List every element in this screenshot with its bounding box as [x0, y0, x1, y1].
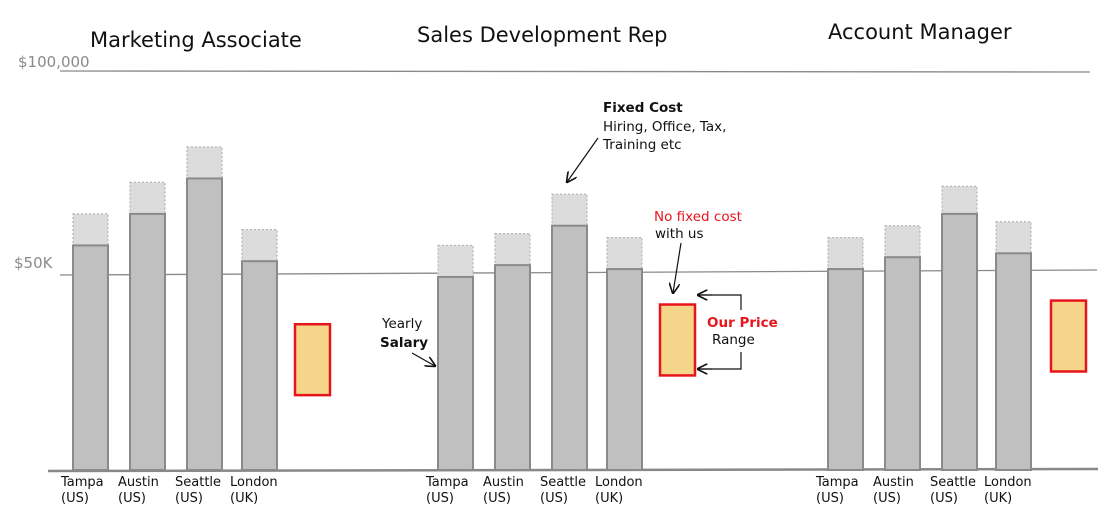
salary-bar: [494, 264, 531, 471]
x-tick-country-label: (US): [483, 491, 511, 506]
annotation-fixed-cost-title: Fixed Cost: [603, 100, 683, 116]
group-title-marketing-associate: Marketing Associate: [90, 28, 302, 52]
x-tick-city-label: London: [230, 475, 278, 490]
fixed-cost-segment: [241, 229, 278, 262]
salary-bar: [72, 244, 109, 471]
annotation-salary-line-2: Salary: [380, 335, 428, 351]
fixed-cost-segment: [494, 233, 531, 266]
fixed-cost-arrow: [567, 137, 599, 182]
salary-bar: [606, 268, 643, 471]
fixed-cost-segment: [186, 146, 223, 180]
salary-bar: [437, 275, 474, 471]
x-tick-city-label: London: [595, 475, 643, 490]
fixed-cost-segment: [941, 185, 978, 215]
y-tick-label-50k: $50K: [14, 254, 54, 272]
fixed-cost-segment: [437, 244, 474, 278]
annotation-our-price-line-2: Range: [712, 332, 755, 348]
x-tick-city-label: Seattle: [175, 475, 221, 490]
x-tick-country-label: (UK): [230, 491, 258, 506]
x-tick-country-label: (US): [540, 491, 568, 506]
salary-bar: [186, 177, 223, 471]
salary-bar: [941, 212, 978, 471]
x-tick-country-label: (US): [930, 491, 958, 506]
gridline-100k: [59, 70, 1091, 73]
x-tick-country-label: (US): [426, 491, 454, 506]
x-tick-country-label: (US): [175, 491, 203, 506]
x-tick-country-label: (US): [118, 491, 146, 506]
fixed-cost-segment: [884, 225, 921, 258]
x-tick-country-label: (US): [873, 491, 901, 506]
fixed-cost-segment: [72, 213, 109, 247]
annotation-no-fixed-cost-line-2: with us: [655, 226, 704, 242]
group-title-sales-development-rep: Sales Development Rep: [417, 23, 668, 47]
salary-bar: [884, 256, 921, 471]
annotation-fixed-cost-line-2: Training etc: [602, 137, 682, 153]
price-range-box: [658, 303, 697, 377]
x-tick-country-label: (US): [61, 491, 89, 506]
annotation-salary-line-1: Yearly: [381, 316, 422, 332]
bars-layer: Tampa(US)Austin(US)Seattle(US)London(UK)…: [60, 146, 1088, 506]
x-tick-city-label: Austin: [118, 475, 159, 490]
fixed-cost-segment: [129, 181, 166, 215]
x-tick-city-label: Tampa: [815, 475, 859, 490]
price-range-box: [1049, 299, 1088, 373]
no-fixed-cost-arrow: [673, 242, 682, 293]
annotation-fixed-cost-line-1: Hiring, Office, Tax,: [603, 119, 726, 135]
salary-bar: [129, 212, 166, 471]
x-tick-country-label: (UK): [595, 491, 623, 506]
x-tick-country-label: (US): [816, 491, 844, 506]
y-tick-label-100k: $100,000: [18, 53, 90, 71]
annotation-our-price-line-1: Our Price: [707, 315, 778, 331]
salary-bar: [827, 268, 864, 471]
salary-bar: [995, 252, 1032, 471]
x-tick-city-label: London: [984, 475, 1032, 490]
x-tick-country-label: (UK): [984, 491, 1012, 506]
fixed-cost-segment: [995, 221, 1032, 254]
x-tick-city-label: Seattle: [930, 475, 976, 490]
salary-bar: [241, 260, 278, 471]
x-tick-city-label: Austin: [873, 475, 914, 490]
salary-bar: [551, 224, 588, 471]
price-range-box: [293, 322, 332, 397]
annotation-no-fixed-cost-line-1: No fixed cost: [654, 209, 742, 225]
x-tick-city-label: Seattle: [540, 475, 586, 490]
fixed-cost-segment: [606, 236, 643, 270]
x-tick-city-label: Tampa: [425, 475, 469, 490]
salary-arrow: [411, 352, 435, 366]
fixed-cost-segment: [551, 193, 588, 227]
price-range-bracket: [698, 294, 742, 370]
fixed-cost-segment: [827, 236, 864, 270]
group-title-account-manager: Account Manager: [828, 20, 1012, 44]
x-tick-city-label: Tampa: [60, 475, 104, 490]
x-tick-city-label: Austin: [483, 475, 524, 490]
